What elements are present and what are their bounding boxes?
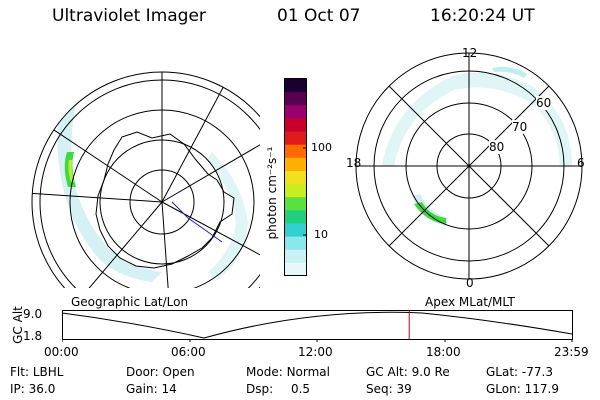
altitude-xtick-3: 18:00 bbox=[426, 345, 461, 359]
colorbar-tick-100: 100 bbox=[311, 141, 332, 154]
altitude-ytick-9: 9.0 bbox=[23, 307, 43, 321]
colorbar-segment bbox=[285, 118, 306, 133]
geo-aurora-oval bbox=[57, 102, 248, 282]
colorbar-segment bbox=[285, 144, 306, 159]
status-gain: Gain: 14 bbox=[126, 382, 177, 396]
colorbar-segment bbox=[285, 262, 306, 276]
status-dsp: Dsp: 0.5 bbox=[246, 382, 311, 396]
instrument-title: Ultraviolet Imager bbox=[52, 6, 206, 26]
status-filter: Flt: LBHL bbox=[10, 365, 64, 379]
colorbar-segment bbox=[285, 170, 306, 185]
status-mode: Mode: Normal bbox=[246, 365, 330, 379]
mlt-label-6: 6 bbox=[577, 156, 585, 170]
status-glon: GLon: 117.9 bbox=[486, 382, 559, 396]
altitude-xtick-4: 23:59 bbox=[554, 345, 589, 359]
mlt-label-12: 12 bbox=[462, 46, 478, 60]
status-glat: GLat: -77.3 bbox=[486, 365, 553, 379]
date-label: 01 Oct 07 bbox=[277, 6, 361, 26]
mlat-label-80: 80 bbox=[489, 140, 505, 154]
altitude-xtick-2: 12:00 bbox=[298, 345, 333, 359]
colorbar-segment bbox=[285, 184, 306, 198]
colorbar-segment bbox=[285, 131, 306, 146]
colorbar-segment bbox=[285, 157, 306, 172]
colorbar bbox=[284, 78, 307, 276]
altitude-plot bbox=[62, 310, 573, 342]
mlat-label-60: 60 bbox=[536, 96, 552, 110]
altitude-ytick-1-8: 1.8 bbox=[23, 329, 43, 343]
colorbar-unit-label: photon cm⁻²s⁻¹ bbox=[265, 146, 279, 240]
geographic-map bbox=[31, 71, 260, 288]
colorbar-segment bbox=[285, 210, 306, 224]
colorbar-segment bbox=[285, 105, 306, 119]
time-label: 16:20:24 UT bbox=[430, 6, 535, 26]
altitude-xtick-1: 06:00 bbox=[171, 345, 206, 359]
colorbar-segment bbox=[285, 223, 306, 238]
colorbar-tick-10: 10 bbox=[314, 228, 328, 241]
mlt-label-18: 18 bbox=[346, 156, 362, 170]
magnetic-caption: Apex MLat/MLT bbox=[425, 295, 515, 309]
magnetic-polar-plot bbox=[355, 52, 583, 280]
status-gc-alt: GC Alt: 9.0 Re bbox=[366, 365, 450, 379]
status-ip: IP: 36.0 bbox=[10, 382, 56, 396]
mlt-label-0: 0 bbox=[466, 276, 474, 290]
mlat-label-70: 70 bbox=[512, 120, 528, 134]
geographic-caption: Geographic Lat/Lon bbox=[71, 295, 189, 309]
colorbar-segment bbox=[285, 92, 306, 106]
status-door: Door: Open bbox=[126, 365, 195, 379]
colorbar-segment bbox=[285, 236, 306, 251]
colorbar-segment bbox=[285, 79, 306, 93]
colorbar-segment bbox=[285, 249, 306, 264]
status-seq: Seq: 39 bbox=[366, 382, 412, 396]
altitude-xtick-0: 00:00 bbox=[44, 345, 79, 359]
colorbar-segment bbox=[285, 197, 306, 211]
